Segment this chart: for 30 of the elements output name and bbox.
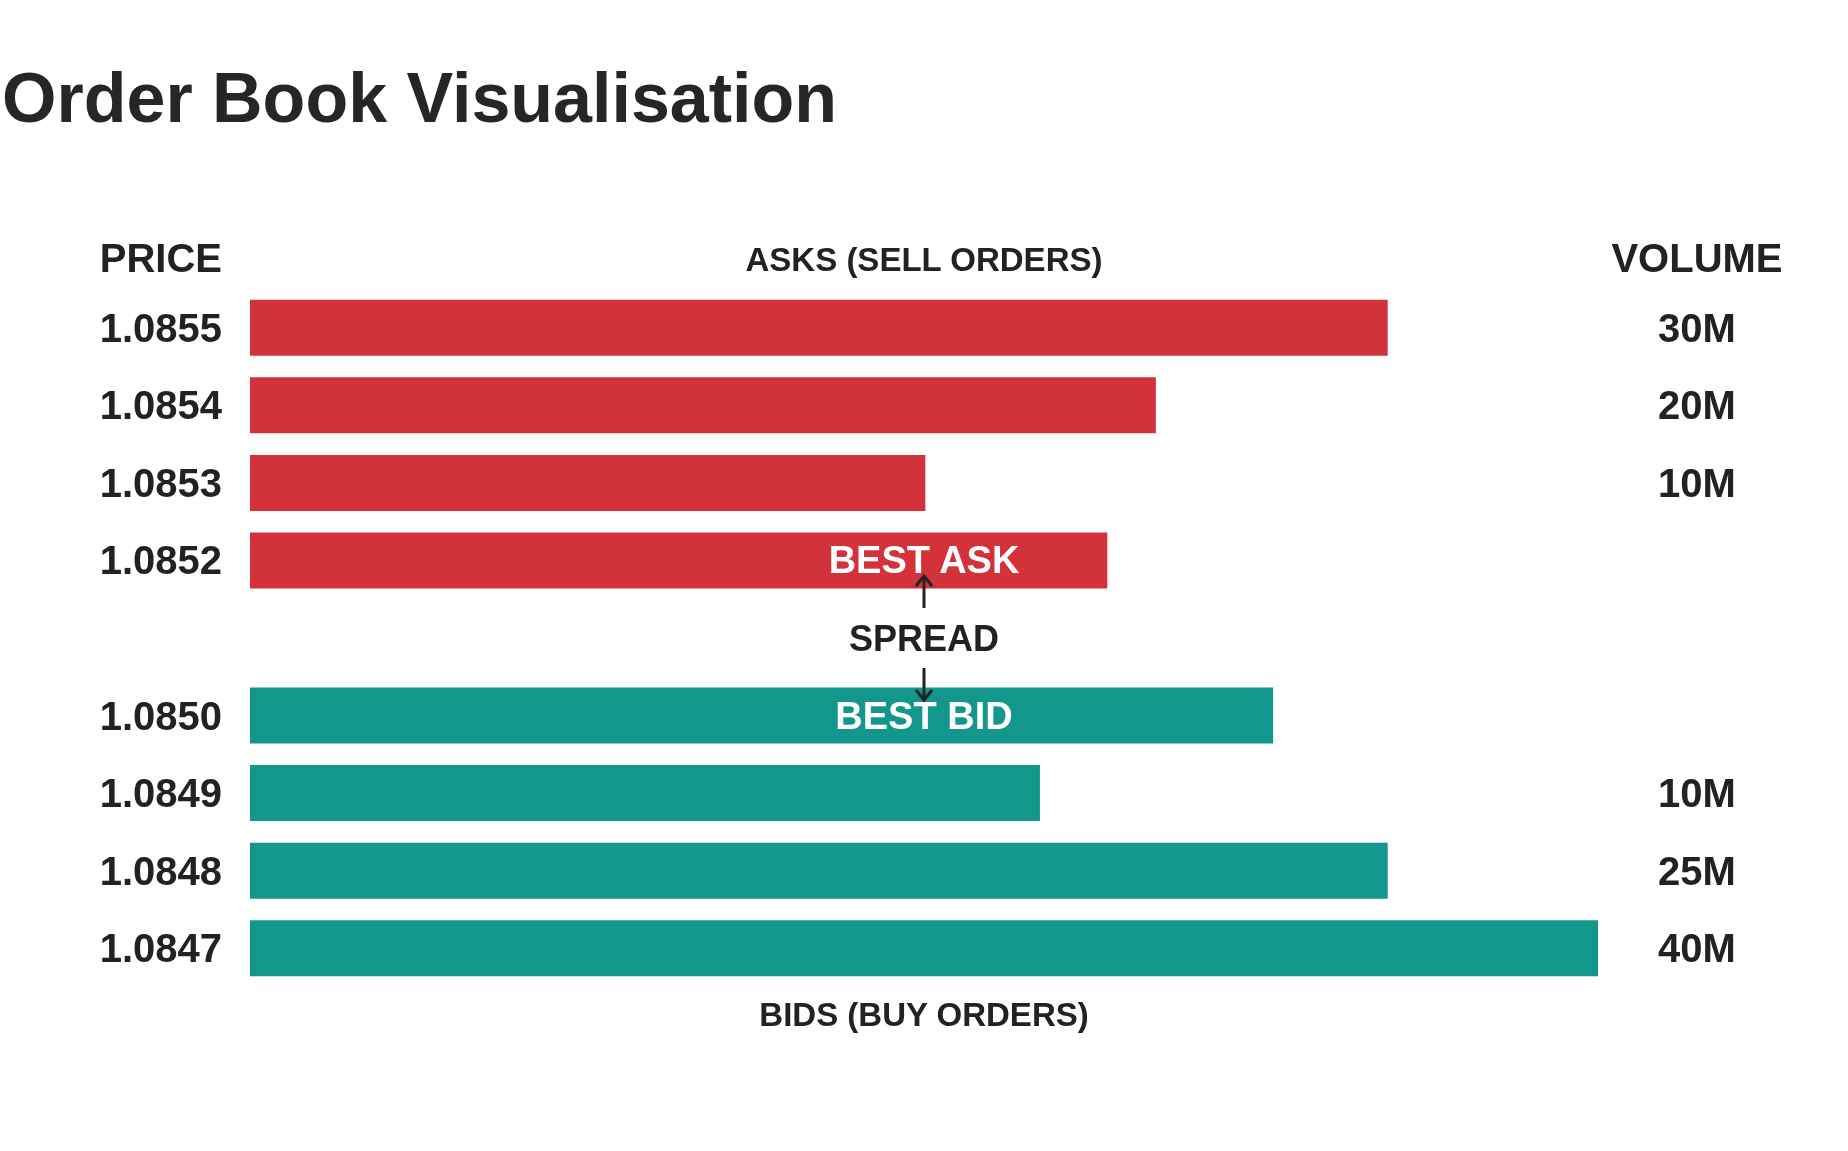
text: 30M [1658,305,1736,350]
annotation: SPREAD [848,617,1000,659]
y-tick-label: 1.0850 [99,693,222,738]
bar [250,687,1274,744]
text: 20M [1658,383,1736,428]
annotation: BEST BID [835,694,1013,737]
bar [250,842,1388,899]
text: 40M [1658,926,1736,971]
bar [250,454,926,511]
text: VOLUME [1611,235,1783,280]
bar [250,765,1040,822]
bar [250,532,1108,589]
bar [250,920,1598,977]
text: ASKS (SELL ORDERS) [745,241,1103,279]
y-tick-label: 1.0849 [99,771,222,816]
bar [250,299,1388,356]
y-axis-title: PRICE [99,235,222,280]
bar [250,377,1156,434]
y-tick-label: 1.0847 [99,926,222,971]
text: 10M [1658,460,1736,505]
annotation: BEST ASK [828,539,1020,582]
y-tick-label: 1.0852 [99,538,222,583]
y-tick-label: 1.0855 [99,305,222,350]
y-tick-label: 1.0848 [99,848,222,893]
text: 25M [1658,848,1736,893]
chart-title: Order Book Visualisation [2,58,838,138]
annotation: BIDS (BUY ORDERS) [759,995,1089,1033]
text: 10M [1658,771,1736,816]
y-tick-label: 1.0854 [99,383,223,428]
y-tick-label: 1.0853 [99,460,222,505]
